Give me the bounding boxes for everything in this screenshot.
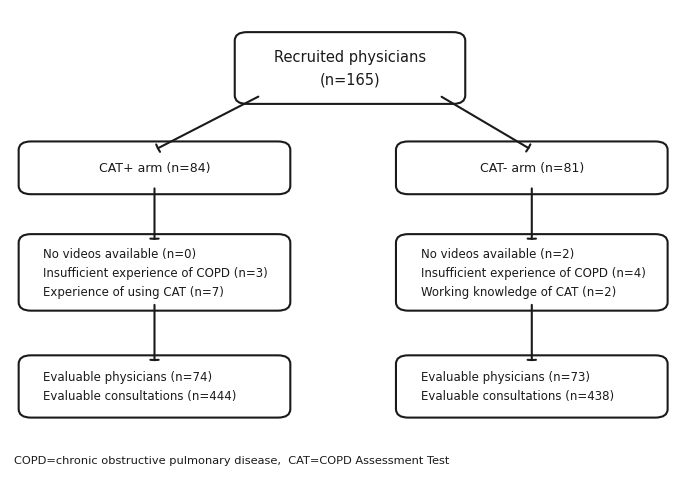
Text: Evaluable physicians (n=74)
Evaluable consultations (n=444): Evaluable physicians (n=74) Evaluable co…	[43, 371, 237, 403]
FancyBboxPatch shape	[396, 142, 668, 195]
Text: No videos available (n=2)
Insufficient experience of COPD (n=4)
Working knowledg: No videos available (n=2) Insufficient e…	[421, 247, 645, 298]
Text: Evaluable physicians (n=73)
Evaluable consultations (n=438): Evaluable physicians (n=73) Evaluable co…	[421, 371, 614, 403]
Text: COPD=chronic obstructive pulmonary disease,  CAT=COPD Assessment Test: COPD=chronic obstructive pulmonary disea…	[14, 455, 449, 465]
FancyBboxPatch shape	[396, 356, 668, 418]
Text: CAT- arm (n=81): CAT- arm (n=81)	[480, 162, 584, 175]
FancyBboxPatch shape	[19, 356, 290, 418]
Text: No videos available (n=0)
Insufficient experience of COPD (n=3)
Experience of us: No videos available (n=0) Insufficient e…	[43, 247, 268, 298]
FancyBboxPatch shape	[396, 235, 668, 311]
Text: Recruited physicians
(n=165): Recruited physicians (n=165)	[274, 50, 426, 88]
FancyBboxPatch shape	[19, 142, 290, 195]
Text: CAT+ arm (n=84): CAT+ arm (n=84)	[99, 162, 210, 175]
FancyBboxPatch shape	[234, 33, 466, 105]
FancyBboxPatch shape	[19, 235, 290, 311]
